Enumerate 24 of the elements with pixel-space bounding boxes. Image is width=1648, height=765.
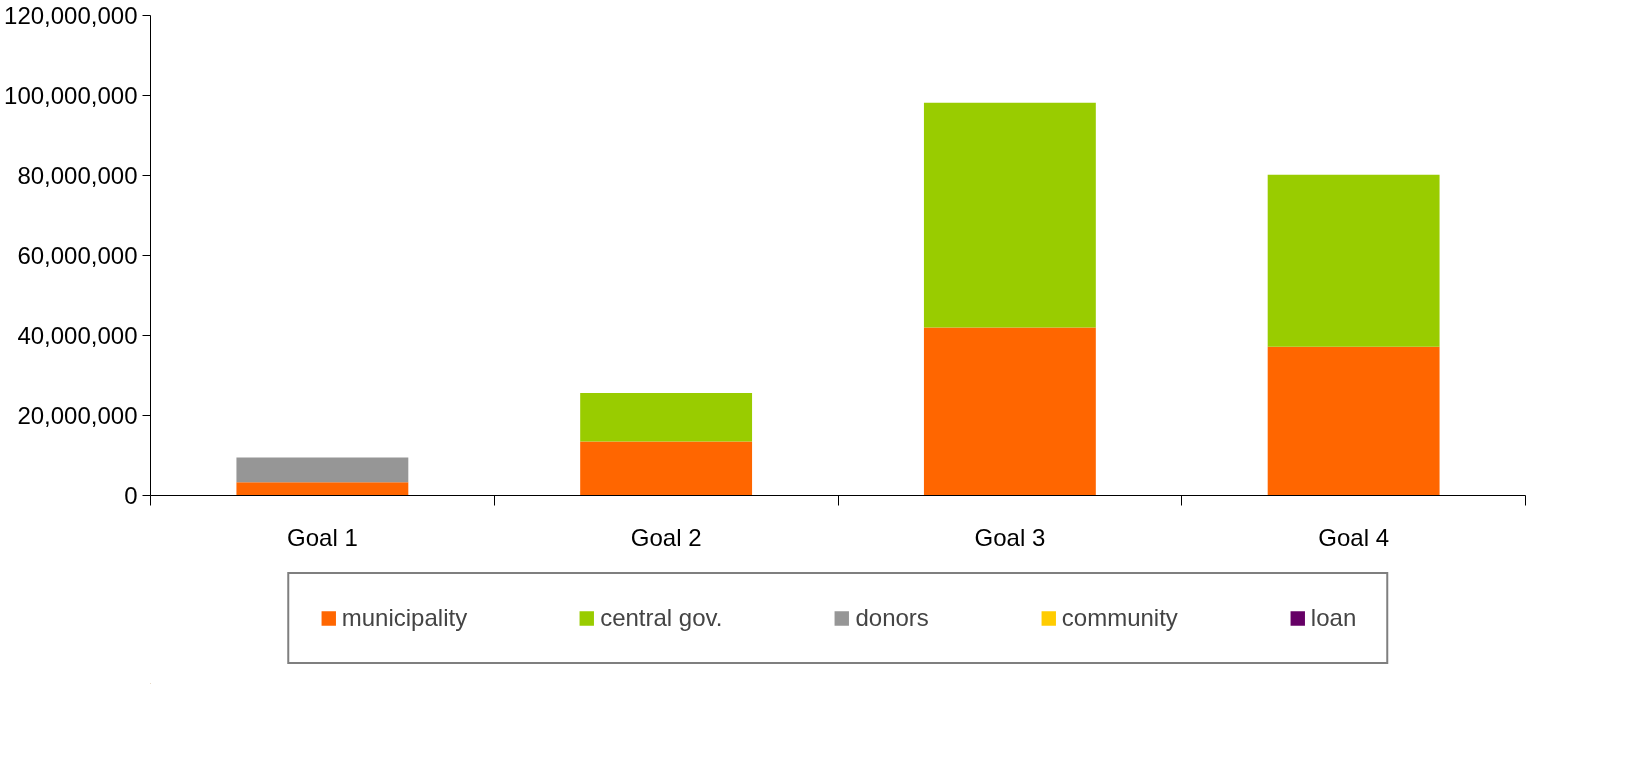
legend-label: central gov. — [600, 604, 723, 632]
bar — [236, 457, 409, 483]
bar — [580, 441, 753, 496]
x-tick-label: Goal 2 — [630, 523, 702, 551]
y-tick-label: 40,000,000 — [17, 322, 138, 349]
y-tick-label: 100,000,000 — [4, 82, 138, 109]
y-tick-label: 20,000,000 — [17, 402, 138, 429]
y-tick-label: 60,000,000 — [17, 242, 138, 269]
bar — [580, 393, 753, 442]
legend-label: loan — [1310, 604, 1357, 632]
bar — [236, 482, 409, 496]
y-tick-label: 0 — [124, 482, 138, 509]
y-tick-label: 80,000,000 — [17, 162, 138, 189]
legend-label: municipality — [341, 604, 468, 632]
y-tick-label: 120,000,000 — [4, 2, 138, 29]
x-tick-label: Goal 3 — [974, 523, 1046, 551]
bar — [1267, 174, 1440, 347]
x-tick-label: Goal 4 — [1318, 523, 1389, 551]
legend-label: donors — [855, 604, 929, 632]
bar — [923, 102, 1096, 328]
bar — [1267, 346, 1440, 496]
bar — [923, 327, 1096, 496]
legend-label: community — [1061, 604, 1178, 632]
x-tick-label: Goal 1 — [287, 523, 358, 551]
